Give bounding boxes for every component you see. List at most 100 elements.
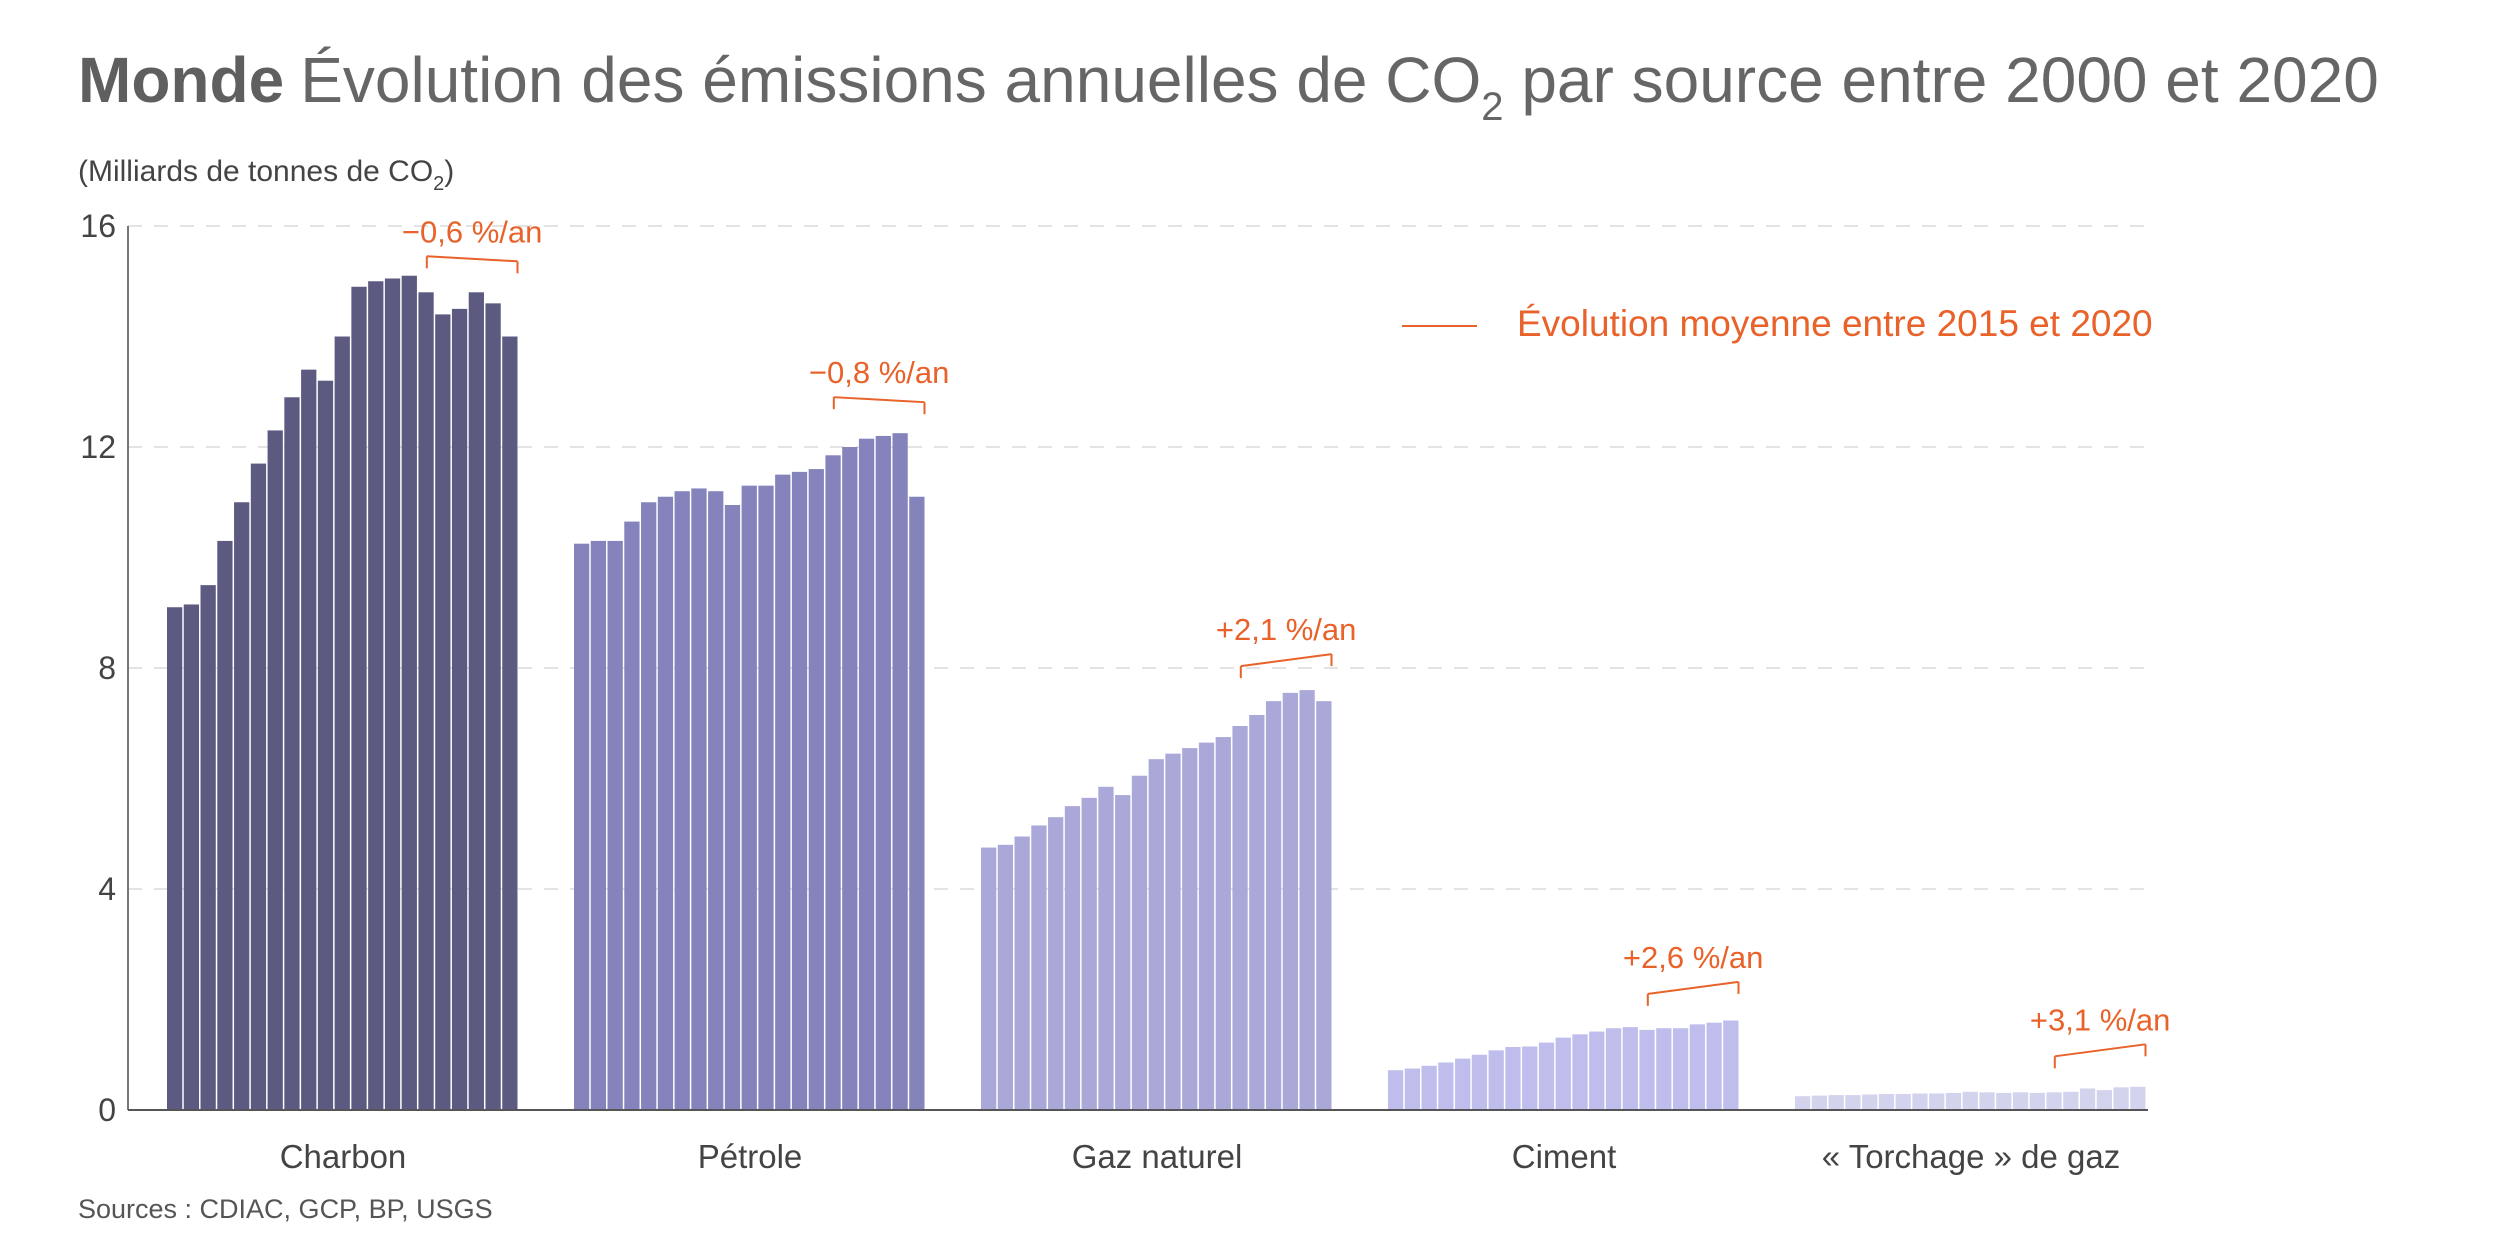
- bracket-line: [833, 396, 925, 404]
- bar: [1182, 748, 1198, 1110]
- bar: [1862, 1094, 1878, 1110]
- bar: [1979, 1092, 1995, 1110]
- bracket-line: [1647, 980, 1739, 995]
- bar: [2012, 1092, 2029, 1110]
- trend-annotation: +3,1 %/an: [2030, 1002, 2170, 1037]
- bar: [1522, 1046, 1538, 1110]
- bar: [167, 607, 183, 1110]
- bar: [1605, 1028, 1622, 1110]
- bar: [1048, 817, 1064, 1110]
- trend-annotation: +2,6 %/an: [1623, 940, 1763, 975]
- bar: [1589, 1031, 1605, 1110]
- bar: [1845, 1095, 1861, 1110]
- bar: [657, 496, 674, 1111]
- series-group: [1795, 1086, 2146, 1110]
- bar: [892, 433, 908, 1110]
- bar: [267, 430, 283, 1110]
- y-tick-label: 4: [98, 871, 116, 907]
- bar: [1232, 726, 1248, 1110]
- bar: [2046, 1092, 2062, 1110]
- bar: [825, 455, 841, 1110]
- bar: [1388, 1070, 1404, 1110]
- category-labels: Charbon Pétrole Gaz naturel Ciment « Torchag…: [280, 1138, 2121, 1175]
- bar: [451, 308, 468, 1111]
- title-text-end: par source entre 2000 et 2020: [1504, 44, 2379, 116]
- bar: [1795, 1096, 1811, 1110]
- bar: [741, 485, 757, 1110]
- category-label: Charbon: [280, 1138, 407, 1175]
- bars: [167, 275, 2146, 1111]
- bracket-line: [2054, 1043, 2146, 1058]
- bar: [1064, 806, 1081, 1111]
- legend: Évolution moyenne entre 2015 et 2020: [1402, 303, 2153, 344]
- title-text: Évolution des émissions annuelles de CO: [300, 44, 1481, 116]
- bar: [1706, 1022, 1722, 1110]
- trend-bracket: [1239, 653, 1333, 679]
- category-label: Pétrole: [698, 1138, 803, 1175]
- bar: [468, 292, 484, 1110]
- bar: [1811, 1095, 1828, 1110]
- bar: [1895, 1093, 1911, 1110]
- title-subscript: 2: [1481, 85, 1503, 129]
- trend-annotation: +2,1 %/an: [1216, 612, 1356, 647]
- bar: [997, 844, 1014, 1110]
- bar: [791, 471, 808, 1110]
- bar: [1081, 797, 1097, 1110]
- bar: [1299, 690, 1315, 1110]
- bar: [674, 491, 690, 1110]
- bar: [1421, 1065, 1437, 1110]
- bar: [1031, 825, 1047, 1110]
- bracket-line: [1240, 653, 1332, 668]
- series-group: [167, 275, 518, 1111]
- bar: [1538, 1042, 1555, 1110]
- category-label: Gaz naturel: [1072, 1138, 1243, 1175]
- y-unit-label: (Milliards de tonnes de CO2): [78, 155, 454, 195]
- chart-title: Monde Évolution des émissions annuelles d…: [78, 44, 2379, 129]
- bar: [1689, 1024, 1705, 1110]
- bar: [641, 502, 657, 1110]
- bar: [624, 521, 640, 1110]
- bar: [1622, 1027, 1638, 1111]
- bar: [1572, 1034, 1588, 1110]
- bar: [200, 585, 216, 1111]
- bar: [590, 540, 607, 1110]
- bar: [691, 488, 707, 1110]
- bar: [1828, 1095, 1844, 1110]
- bar: [1878, 1093, 1895, 1110]
- bar: [2063, 1091, 2079, 1110]
- bar: [301, 369, 317, 1110]
- category-label: « Torchage » de gaz: [1822, 1138, 2120, 1175]
- bar: [1404, 1068, 1421, 1110]
- bar: [1098, 786, 1114, 1110]
- bar: [384, 278, 401, 1110]
- bar: [858, 438, 875, 1111]
- bar: [1672, 1028, 1689, 1110]
- series-group: [574, 433, 925, 1111]
- bar: [1249, 714, 1265, 1110]
- bar: [2029, 1092, 2045, 1110]
- trend-annotation: −0,6 %/an: [402, 214, 542, 249]
- bar: [1215, 737, 1231, 1110]
- bar: [284, 397, 300, 1110]
- bar: [1148, 759, 1164, 1110]
- bar: [435, 314, 451, 1110]
- bar: [607, 540, 623, 1110]
- bar: [418, 292, 434, 1110]
- bar: [842, 447, 858, 1110]
- series-group: [981, 690, 1332, 1111]
- bar: [1723, 1020, 1739, 1110]
- bar: [1282, 692, 1298, 1110]
- bar: [401, 275, 417, 1111]
- bar: [1912, 1093, 1928, 1110]
- trend-bracket: [1646, 980, 1740, 1006]
- bar: [1996, 1092, 2012, 1110]
- bar: [334, 336, 350, 1110]
- bar: [909, 496, 925, 1111]
- bar: [724, 505, 741, 1110]
- bar: [981, 847, 997, 1110]
- bar: [1471, 1054, 1488, 1110]
- bar: [1505, 1047, 1521, 1110]
- bar: [875, 435, 891, 1110]
- bar: [1165, 753, 1181, 1110]
